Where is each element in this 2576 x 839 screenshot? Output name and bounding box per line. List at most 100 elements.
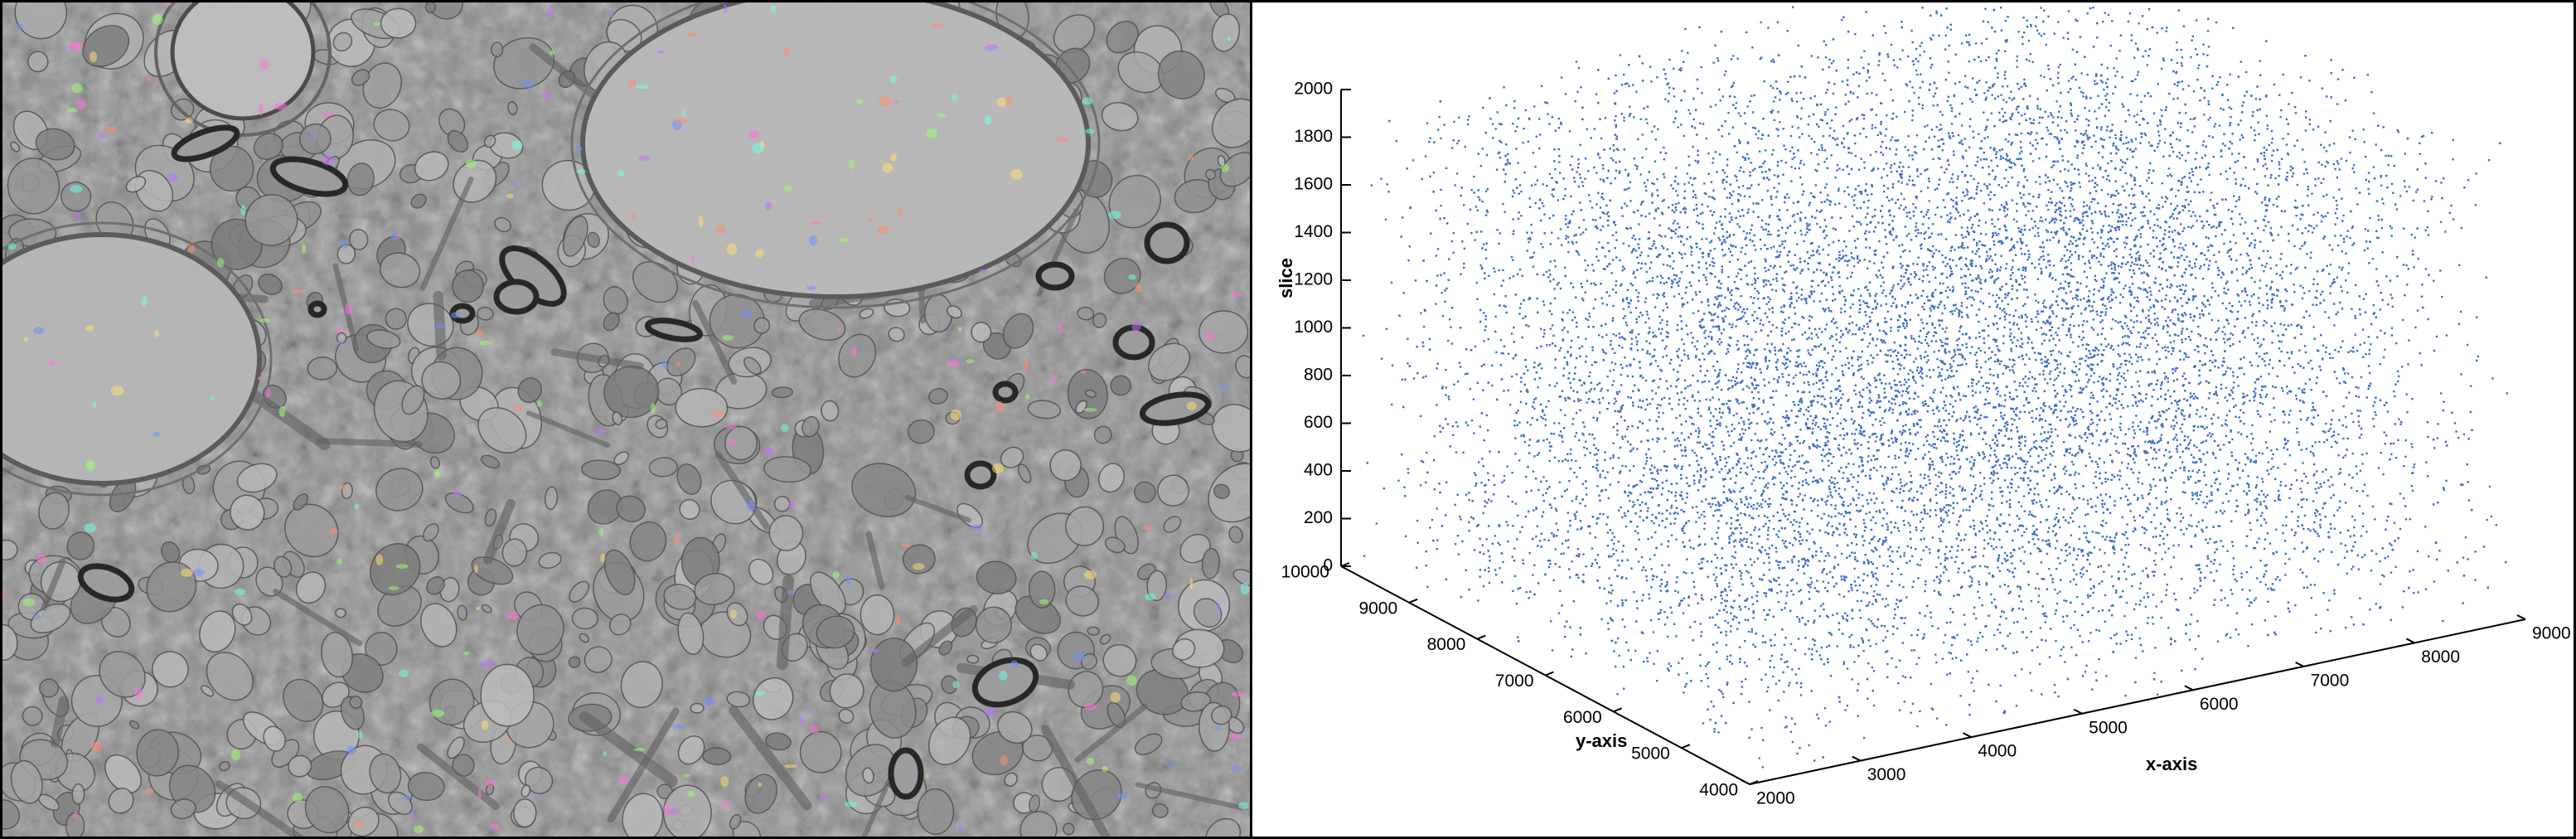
scatter-point	[1542, 183, 1544, 186]
scatter-point	[2136, 47, 2139, 50]
scatter-point	[2162, 325, 2165, 327]
scatter-point	[2240, 217, 2244, 220]
scatter-point	[2215, 390, 2217, 393]
scatter-point	[1908, 452, 1910, 455]
scatter-point	[2372, 405, 2375, 407]
scatter-point	[2073, 325, 2075, 327]
scatter-point	[2204, 506, 2206, 508]
scatter-point	[1917, 60, 1920, 63]
scatter-point	[2180, 520, 2182, 522]
scatter-point	[1956, 344, 1959, 347]
scatter-point	[2142, 215, 2144, 217]
scatter-point	[2117, 389, 2119, 392]
scatter-point	[2259, 240, 2262, 243]
scatter-point	[1944, 463, 1947, 467]
scatter-point	[2134, 603, 2138, 606]
scatter-point	[2087, 513, 2089, 516]
scatter-point	[1946, 286, 1949, 289]
scatter-point	[2137, 445, 2139, 448]
scatter-point	[1525, 390, 1528, 392]
scatter-point	[2149, 290, 2152, 293]
scatter-point	[2180, 223, 2182, 226]
scatter-point	[2190, 215, 2192, 217]
scatter-point	[1853, 420, 1856, 423]
scatter-point	[1920, 357, 1923, 360]
scatter-point	[2424, 268, 2428, 270]
scatter-point	[1692, 395, 1694, 397]
scatter-point	[2417, 591, 2419, 594]
scatter-point	[1965, 342, 1968, 345]
scatter-point	[1600, 229, 1602, 231]
scatter-point	[2061, 615, 2065, 618]
scatter-point	[1727, 343, 1730, 346]
scatter-point	[1950, 109, 1954, 113]
scatter-point	[1611, 467, 1615, 469]
scatter-point	[1721, 468, 1723, 471]
scatter-point	[1889, 232, 1891, 235]
scatter-point	[1444, 289, 1446, 292]
scatter-point	[1969, 474, 1972, 477]
scatter-point	[1631, 250, 1634, 252]
scatter-point	[2053, 473, 2055, 475]
scatter-point	[2235, 178, 2237, 181]
scatter-point	[2082, 147, 2085, 149]
scatter-point	[2134, 259, 2138, 262]
scatter-point	[1514, 178, 1518, 181]
scatter-point	[2364, 554, 2366, 556]
scatter-point	[1899, 430, 1901, 433]
scatter-point	[2059, 562, 2061, 565]
scatter-point	[2249, 458, 2252, 461]
scatter-point	[1697, 310, 1700, 313]
scatter-point	[2096, 231, 2099, 235]
scatter-point	[1668, 206, 1670, 209]
scatter-point	[1687, 109, 1690, 112]
scatter-point	[1765, 222, 1767, 226]
scatter-point	[2060, 259, 2062, 262]
scatter-point	[1791, 158, 1794, 160]
scatter-point	[1950, 246, 1953, 249]
scatter-point	[1865, 182, 1868, 186]
scatter-point	[1762, 635, 1765, 638]
scatter-point	[2122, 442, 2124, 445]
scatter-point	[1845, 245, 1847, 248]
scatter-point	[2068, 473, 2071, 477]
scatter-point	[1738, 138, 1741, 142]
scatter-point	[2151, 441, 2154, 444]
scatter-point	[2280, 350, 2283, 353]
scatter-point	[2150, 447, 2152, 449]
scatter-point	[1562, 339, 1564, 342]
scatter-point	[2107, 298, 2109, 300]
scatter-point	[1954, 207, 1958, 210]
scatter-point	[1911, 119, 1914, 122]
scatter-point	[2053, 486, 2055, 489]
scatter-point	[2054, 534, 2056, 536]
scatter-point	[2006, 213, 2008, 216]
scatter-point	[1771, 449, 1774, 452]
scatter-point	[1561, 244, 1563, 246]
scatter-point	[2303, 292, 2306, 294]
scatter-point	[1782, 671, 1784, 674]
scatter-point	[1407, 362, 1409, 365]
scatter-point	[1766, 342, 1769, 346]
scatter-point	[1619, 54, 1622, 56]
scatter-point	[2199, 381, 2202, 384]
scatter-point	[1891, 409, 1894, 411]
scatter-point	[1908, 429, 1911, 431]
scatter-point	[2067, 37, 2070, 40]
scatter-point	[1670, 358, 1673, 361]
scatter-point	[2101, 506, 2104, 508]
scatter-point	[1718, 221, 1721, 223]
scatter-point	[2452, 138, 2454, 142]
scatter-point	[2099, 137, 2102, 140]
scatter-point	[2043, 361, 2046, 363]
scatter-point	[1768, 178, 1770, 181]
scatter-point	[2037, 493, 2040, 496]
scatter-point	[1662, 263, 1665, 266]
scatter-point	[1715, 325, 1717, 328]
scatter-point	[1787, 418, 1790, 420]
scatter-point	[1463, 247, 1466, 250]
scatter-point	[1945, 504, 1948, 507]
scatter-point	[1813, 141, 1816, 143]
scatter-point	[2155, 236, 2157, 240]
scatter-point	[1700, 301, 1703, 303]
